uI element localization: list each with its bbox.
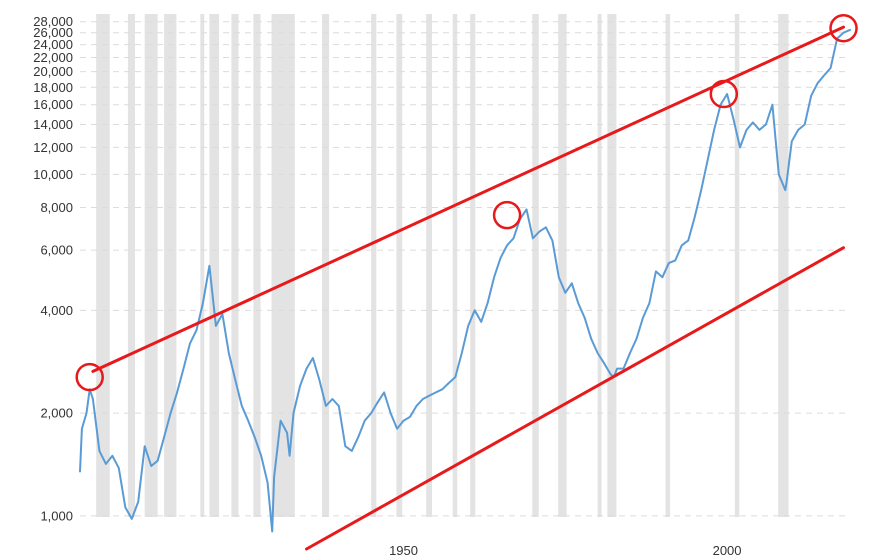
recession-band-11: [396, 14, 403, 517]
y-tick-label-5: 10,000: [33, 167, 73, 182]
highlight-circle-0: [75, 362, 104, 392]
recession-band-8: [271, 14, 295, 517]
recession-bands: [96, 14, 789, 517]
y-tick-label-7: 14,000: [33, 117, 73, 132]
series-line-2: [305, 246, 845, 551]
series-line-1: [91, 25, 845, 373]
highlight-circles: [75, 13, 858, 392]
recession-band-13: [452, 14, 458, 517]
recession-band-3: [164, 14, 177, 517]
y-tick-label-2: 4,000: [40, 303, 73, 318]
y-tick-label-14: 28,000: [33, 14, 73, 29]
recession-band-12: [426, 14, 432, 517]
recession-band-18: [607, 14, 617, 517]
recession-band-6: [231, 14, 239, 517]
y-tick-label-9: 18,000: [33, 80, 73, 95]
y-tick-label-6: 12,000: [33, 140, 73, 155]
y-tick-label-13: 26,000: [33, 25, 73, 40]
x-axis-tick-labels: 1950 2000: [389, 543, 741, 558]
y-tick-label-12: 24,000: [33, 37, 73, 52]
recession-band-17: [597, 14, 602, 517]
highlight-circle-2: [709, 79, 739, 109]
y-tick-label-11: 22,000: [33, 50, 73, 65]
grid-lines: [80, 21, 850, 517]
recession-band-0: [96, 14, 110, 517]
x-tick-label-1: 2000: [713, 543, 742, 558]
y-tick-label-0: 1,000: [40, 508, 73, 523]
recession-band-2: [144, 14, 158, 517]
recession-band-20: [734, 14, 740, 517]
recession-band-21: [778, 14, 789, 517]
y-tick-label-1: 2,000: [40, 406, 73, 421]
recession-band-10: [371, 14, 377, 517]
highlight-circle-3: [829, 13, 858, 43]
y-tick-label-8: 16,000: [33, 97, 73, 112]
y-tick-label-4: 8,000: [40, 200, 73, 215]
y-tick-label-10: 20,000: [33, 64, 73, 79]
series-line-0: [79, 28, 851, 533]
y-tick-label-3: 6,000: [40, 243, 73, 258]
recession-band-7: [253, 14, 261, 517]
y-axis-tick-labels: 1,000 2,000 4,000 6,000 8,000 10,000 12,000 14,…: [33, 14, 73, 523]
recession-band-16: [558, 14, 567, 517]
recession-band-14: [470, 14, 476, 517]
series-lines: [79, 25, 851, 551]
recession-band-15: [532, 14, 539, 517]
recession-band-1: [127, 14, 135, 517]
x-tick-label-0: 1950: [389, 543, 418, 558]
recession-band-4: [200, 14, 205, 517]
recession-band-5: [209, 14, 220, 517]
highlight-circle-1: [492, 200, 522, 230]
